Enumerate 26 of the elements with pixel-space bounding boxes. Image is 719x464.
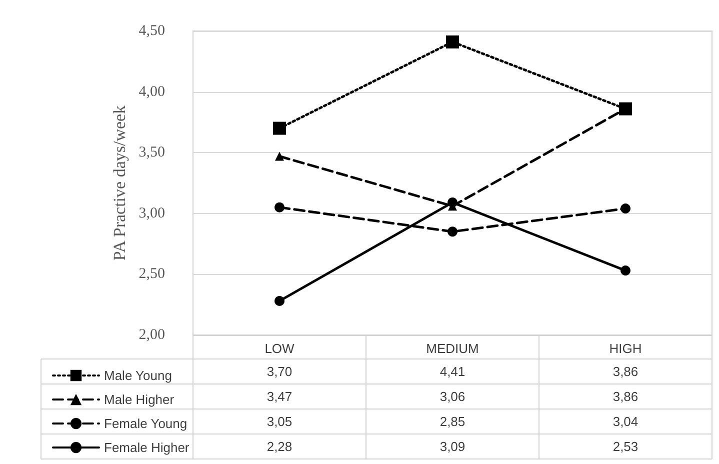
y-tick-label: 4,00 <box>138 84 165 100</box>
x-tick-label: MEDIUM <box>426 341 479 356</box>
text: 2,53 <box>612 439 638 454</box>
legend-label: Male Higher <box>104 392 175 407</box>
text: 3,47 <box>266 389 292 404</box>
y-axis-title: PA Practive days/week <box>110 104 129 261</box>
text: 3,86 <box>612 389 638 404</box>
y-tick-label: 4,50 <box>138 23 165 39</box>
legend-label: Female Young <box>104 416 188 431</box>
x-tick-label: LOW <box>264 341 296 356</box>
text: 3,06 <box>440 389 466 404</box>
y-tick-label: 3,00 <box>138 205 165 222</box>
text: 3,05 <box>266 414 292 429</box>
text: 3,86 <box>612 364 638 379</box>
text: 4,41 <box>440 364 466 379</box>
legend-label: Female Higher <box>104 440 190 455</box>
text: 3,09 <box>440 439 466 454</box>
y-tick-label: 2,50 <box>138 266 165 282</box>
y-tick-label: 3,50 <box>138 144 165 161</box>
x-tick-label: HIGH <box>609 341 642 356</box>
legend-label: Male Young <box>104 368 172 383</box>
text: 2,28 <box>266 439 292 454</box>
text: 3,04 <box>612 414 638 429</box>
y-tick-label: 2,00 <box>138 327 165 343</box>
text: 2,85 <box>440 414 466 429</box>
text: 3,70 <box>266 364 292 379</box>
